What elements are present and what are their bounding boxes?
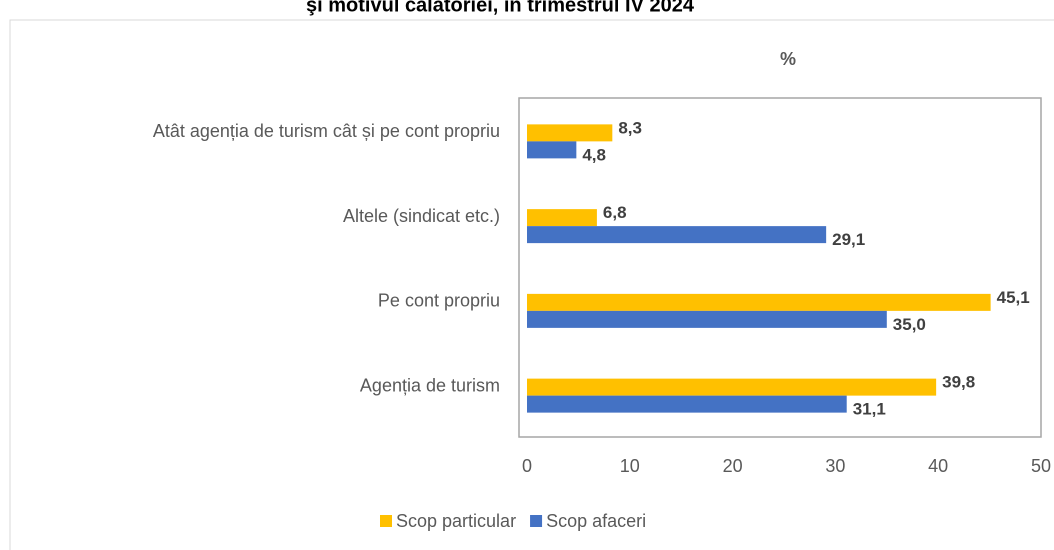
data-label: 39,8	[942, 373, 975, 392]
bar	[527, 293, 991, 311]
legend-label: Scop particular	[396, 511, 516, 531]
x-tick-label: 30	[825, 456, 845, 476]
unit-label: %	[780, 49, 796, 69]
legend-swatch	[530, 515, 543, 527]
data-label: 6,8	[603, 203, 627, 222]
bar	[527, 124, 613, 142]
bar	[527, 378, 937, 396]
y-tick-label: Pe cont propriu	[378, 291, 500, 311]
bar	[527, 310, 887, 328]
bar	[527, 141, 577, 159]
bar	[527, 395, 847, 413]
data-label: 4,8	[582, 145, 606, 164]
x-tick-label: 10	[620, 456, 640, 476]
x-tick-label: 20	[723, 456, 743, 476]
x-tick-label: 50	[1031, 456, 1051, 476]
data-label: 35,0	[893, 315, 926, 334]
chart-title: şi motivul călătoriei, în trimestrul IV …	[306, 0, 695, 16]
data-label: 8,3	[618, 118, 642, 137]
plot-area	[518, 97, 1042, 438]
data-label: 29,1	[832, 230, 865, 249]
x-tick-label: 0	[522, 456, 532, 476]
chart-frame	[9, 19, 1054, 550]
bar	[527, 226, 827, 244]
bar	[527, 209, 597, 227]
y-tick-label: Atât agenția de turism cât și pe cont pr…	[153, 121, 500, 141]
x-tick-label: 40	[928, 456, 948, 476]
data-label: 45,1	[997, 288, 1030, 307]
data-label: 31,1	[853, 400, 886, 419]
y-tick-label: Agenția de turism	[360, 375, 500, 395]
legend-label: Scop afaceri	[546, 511, 646, 531]
y-tick-label: Altele (sindicat etc.)	[343, 206, 500, 226]
legend-swatch	[380, 515, 392, 527]
